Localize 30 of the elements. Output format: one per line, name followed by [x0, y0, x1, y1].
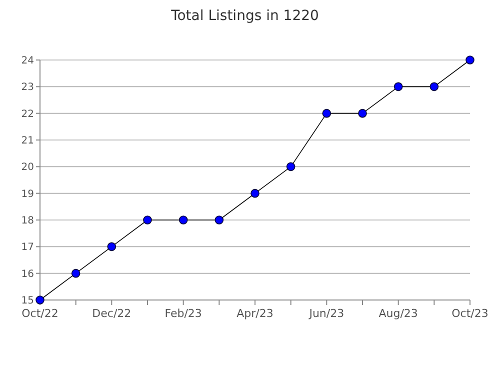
point: [286, 162, 296, 172]
y-tick-label: 18: [21, 216, 34, 226]
point: [394, 82, 403, 92]
x-tick-label: Dec/22: [92, 307, 132, 320]
y-tick-label: 22: [21, 108, 34, 120]
point: [322, 108, 332, 118]
chart-title: Total Listings in 1220: [170, 8, 319, 24]
point: [466, 56, 474, 64]
point: [107, 242, 116, 252]
x-tick-label: Jun/23: [308, 307, 344, 320]
y-tick-label: 19: [21, 188, 34, 200]
point: [430, 82, 439, 92]
y-tick-label: 16: [21, 268, 34, 280]
y-tick-label: 20: [21, 162, 34, 174]
x-tick-label: Aug/23: [378, 307, 418, 320]
y-tick-label: 23: [21, 82, 34, 94]
y-tick-label: 21: [21, 136, 34, 146]
x-tick-label: Apr/23: [236, 307, 274, 320]
point: [214, 216, 224, 224]
point: [178, 216, 188, 224]
point: [358, 108, 367, 118]
x-tick-label: Feb/23: [164, 307, 202, 320]
y-tick-label: 15: [21, 296, 34, 306]
point: [71, 268, 80, 278]
point: [143, 216, 152, 224]
x-tick-label: Oct/22: [22, 307, 58, 320]
x-tick-label: Oct/23: [452, 307, 488, 320]
point: [250, 188, 260, 198]
y-tick-label: 24: [21, 56, 34, 66]
y-tick-label: 17: [21, 242, 34, 254]
